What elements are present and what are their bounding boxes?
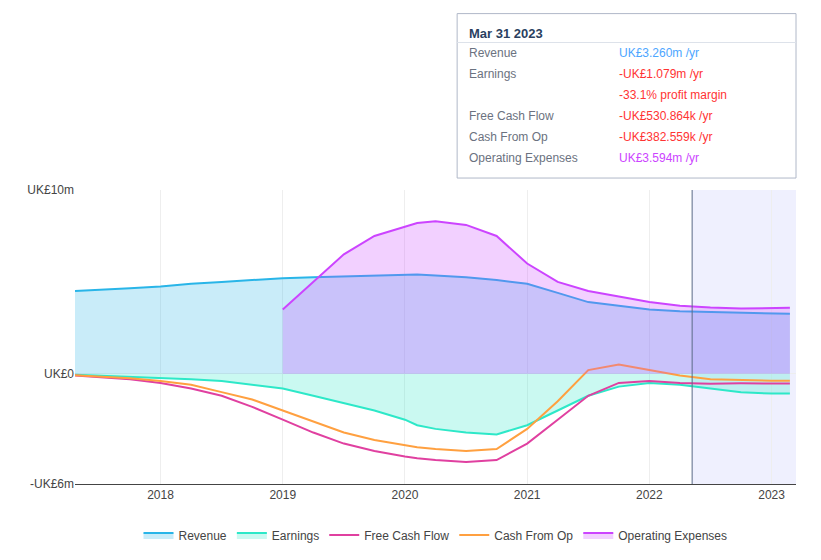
svg-text:2019: 2019 (269, 488, 296, 502)
svg-text:-UK£6m: -UK£6m (30, 477, 74, 491)
svg-text:Operating Expenses: Operating Expenses (618, 529, 727, 543)
svg-text:2022: 2022 (636, 488, 663, 502)
svg-text:Earnings: Earnings (469, 67, 516, 81)
svg-text:2018: 2018 (147, 488, 174, 502)
svg-text:2021: 2021 (514, 488, 541, 502)
svg-text:-UK£382.559k /yr: -UK£382.559k /yr (619, 130, 712, 144)
svg-text:Operating Expenses: Operating Expenses (469, 151, 578, 165)
svg-text:Free Cash Flow: Free Cash Flow (364, 529, 449, 543)
svg-text:Revenue: Revenue (469, 46, 517, 60)
svg-text:Earnings: Earnings (272, 529, 319, 543)
svg-text:2020: 2020 (392, 488, 419, 502)
svg-text:-UK£530.864k /yr: -UK£530.864k /yr (619, 109, 712, 123)
svg-text:UK£0: UK£0 (44, 367, 74, 381)
svg-text:UK£3.594m /yr: UK£3.594m /yr (619, 151, 699, 165)
svg-text:Revenue: Revenue (179, 529, 227, 543)
svg-text:2023: 2023 (758, 488, 785, 502)
svg-text:Free Cash Flow: Free Cash Flow (469, 109, 554, 123)
svg-text:Cash From Op: Cash From Op (469, 130, 548, 144)
svg-text:-UK£1.079m /yr: -UK£1.079m /yr (619, 67, 703, 81)
svg-text:UK£3.260m /yr: UK£3.260m /yr (619, 46, 699, 60)
svg-text:-33.1% profit margin: -33.1% profit margin (619, 88, 727, 102)
svg-text:Cash From Op: Cash From Op (494, 529, 573, 543)
svg-text:Mar 31 2023: Mar 31 2023 (469, 26, 543, 41)
svg-text:UK£10m: UK£10m (27, 183, 74, 197)
